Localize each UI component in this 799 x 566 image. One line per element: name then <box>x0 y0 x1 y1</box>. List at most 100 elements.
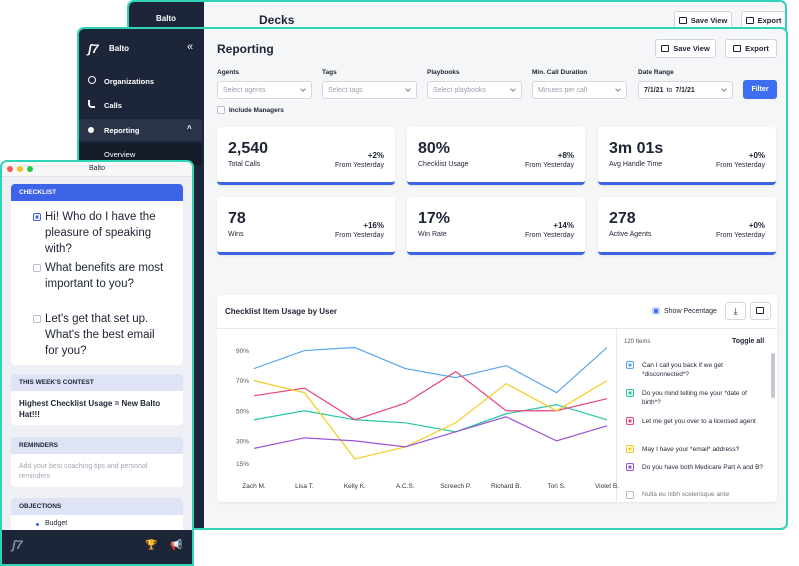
filter-label: Playbooks <box>427 69 460 76</box>
checklist-checkbox[interactable] <box>33 315 41 323</box>
nav-label: Reporting <box>104 125 140 135</box>
contest-text: Highest Checklist Usage = New Balto Hat!… <box>19 399 161 419</box>
checklist-checkbox[interactable] <box>33 213 41 221</box>
bottom-bar: ʃ7 🏆 📢 <box>2 530 192 564</box>
button-label: Export <box>745 44 769 53</box>
stat-change: +0% <box>748 221 765 230</box>
stat-value: 3m 01s <box>609 140 664 157</box>
stat-label: Total Calls <box>228 161 261 168</box>
stat-change-label: From Yesterday <box>524 232 574 239</box>
stat-label: Win Rate <box>418 231 447 238</box>
checklist-item: Let's get that set up. What's the best e… <box>45 313 155 357</box>
stat-change-label: From Yesterday <box>524 162 574 169</box>
card-header: REMINDERS <box>11 437 183 454</box>
date-joiner: to <box>666 86 673 94</box>
save-view-button[interactable]: Save View <box>655 39 716 58</box>
save-view-button[interactable]: Save View <box>674 11 732 30</box>
stat-label: Checklist Usage <box>418 161 469 168</box>
announce-icon[interactable]: 📢 <box>170 540 183 551</box>
stat-change: +8% <box>557 151 574 160</box>
brand: Balto <box>156 14 176 23</box>
stat-change: +0% <box>748 151 765 160</box>
stat-card: 17% Win Rate +14% From Yesterday <box>407 197 585 255</box>
filter-select[interactable]: Select playbooks <box>427 81 522 99</box>
button-label: Save View <box>690 16 728 25</box>
page-title: Reporting <box>217 42 274 56</box>
checklist-item: What benefits are most important to you? <box>45 262 164 290</box>
download-button[interactable]: ⤓ <box>725 302 746 320</box>
nav-label: Overview <box>104 149 136 159</box>
stat-value: 80% <box>418 140 451 157</box>
stat-change-label: From Yesterday <box>715 232 765 239</box>
stat-change-label: From Yesterday <box>334 162 384 169</box>
checklist-item: Hi! Who do I have the pleasure of speaki… <box>45 211 156 255</box>
side-window: Balto CHECKLIST Hi! Who do I have the pl… <box>0 160 194 566</box>
filter-select[interactable]: Minutes per call <box>532 81 627 99</box>
legend-item: Do you mind telling me your *date of bir… <box>642 390 747 406</box>
legend-checkbox[interactable] <box>626 361 634 369</box>
stat-label: Avg Handle Time <box>609 161 663 168</box>
date-from: 7/1/21 <box>644 86 664 94</box>
checklist-checkbox[interactable] <box>33 264 41 272</box>
objection-label: Budget <box>45 520 68 527</box>
stat-value: 2,540 <box>228 140 269 157</box>
legend-item: Let me get you over to a licensed agent <box>642 418 756 425</box>
collapse-icon[interactable]: « <box>187 41 194 53</box>
stat-card: 2,540 Total Calls +2% From Yesterday <box>217 127 395 185</box>
legend-checkbox[interactable] <box>626 491 634 499</box>
scrollbar[interactable] <box>771 353 775 398</box>
date-to: 7/1/21 <box>675 86 695 94</box>
export-button[interactable]: Export <box>725 39 777 58</box>
checklist-card: CHECKLIST Hi! Who do I have the pleasure… <box>11 184 183 365</box>
legend-checkbox[interactable] <box>626 389 634 397</box>
stat-value: 17% <box>418 210 451 227</box>
legend-checkbox[interactable] <box>626 463 634 471</box>
toggle-all[interactable]: Toggle all <box>732 338 765 345</box>
filter-label: Tags <box>322 69 337 76</box>
stat-change: +2% <box>367 151 384 160</box>
stat-value: 78 <box>228 210 246 227</box>
nav-subitem[interactable]: Overview <box>79 143 202 165</box>
stat-card: 78 Wins +16% From Yesterday <box>217 197 395 255</box>
button-label: Save View <box>673 44 710 53</box>
window-title: Balto <box>89 165 105 172</box>
filter-button[interactable]: Filter <box>743 80 777 99</box>
stat-change-label: From Yesterday <box>334 232 384 239</box>
reminders-card: REMINDERS Add your best coaching tips an… <box>11 437 183 487</box>
legend-item: May I have your *email* address? <box>642 446 740 453</box>
card-header: CHECKLIST <box>11 184 183 201</box>
include-managers-checkbox[interactable] <box>217 106 225 114</box>
nav-item[interactable]: Organizations <box>79 70 202 92</box>
legend-item: Can I call you back if we get *disconnec… <box>642 362 723 378</box>
card-header: OBJECTIONS <box>11 498 183 515</box>
nav-label: Calls <box>104 100 122 110</box>
include-managers-label: Include Managers <box>229 107 284 114</box>
stat-change: +14% <box>553 221 574 230</box>
chart-card: Checklist Item Usage by User Show Pecent… <box>217 295 777 502</box>
nav-label: Organizations <box>104 76 155 86</box>
legend-checkbox[interactable] <box>626 417 634 425</box>
stat-card: 3m 01s Avg Handle Time +0% From Yesterday <box>598 127 776 185</box>
table-button[interactable] <box>750 302 771 320</box>
nav-item[interactable]: Calls <box>79 94 202 116</box>
trophy-icon[interactable]: 🏆 <box>145 540 158 551</box>
legend-checkbox[interactable] <box>626 445 634 453</box>
stat-card: 80% Checklist Usage +8% From Yesterday <box>407 127 585 185</box>
button-label: Export <box>757 16 782 25</box>
date-range-input[interactable]: 7/1/21 to 7/1/21 <box>638 81 733 99</box>
stat-card: 278 Active Agents +0% From Yesterday <box>598 197 776 255</box>
brand: Balto <box>109 44 129 53</box>
chart-title: Checklist Item Usage by User <box>225 307 338 316</box>
stat-change-label: From Yesterday <box>715 162 765 169</box>
card-header: THIS WEEK'S CONTEST <box>11 374 183 391</box>
percentage-checkbox[interactable] <box>652 307 660 315</box>
stat-change: +16% <box>363 221 384 230</box>
legend-item: Do you have both Medicare Part A and B? <box>642 464 764 471</box>
title-bar: Balto <box>2 162 192 177</box>
nav-item[interactable]: Reporting ^ <box>79 119 202 141</box>
filter-select[interactable]: Select agents <box>217 81 312 99</box>
filter-select[interactable]: Select tags <box>322 81 417 99</box>
item-count: 120 Items <box>624 339 651 345</box>
contest-card: THIS WEEK'S CONTEST Highest Checklist Us… <box>11 374 183 425</box>
